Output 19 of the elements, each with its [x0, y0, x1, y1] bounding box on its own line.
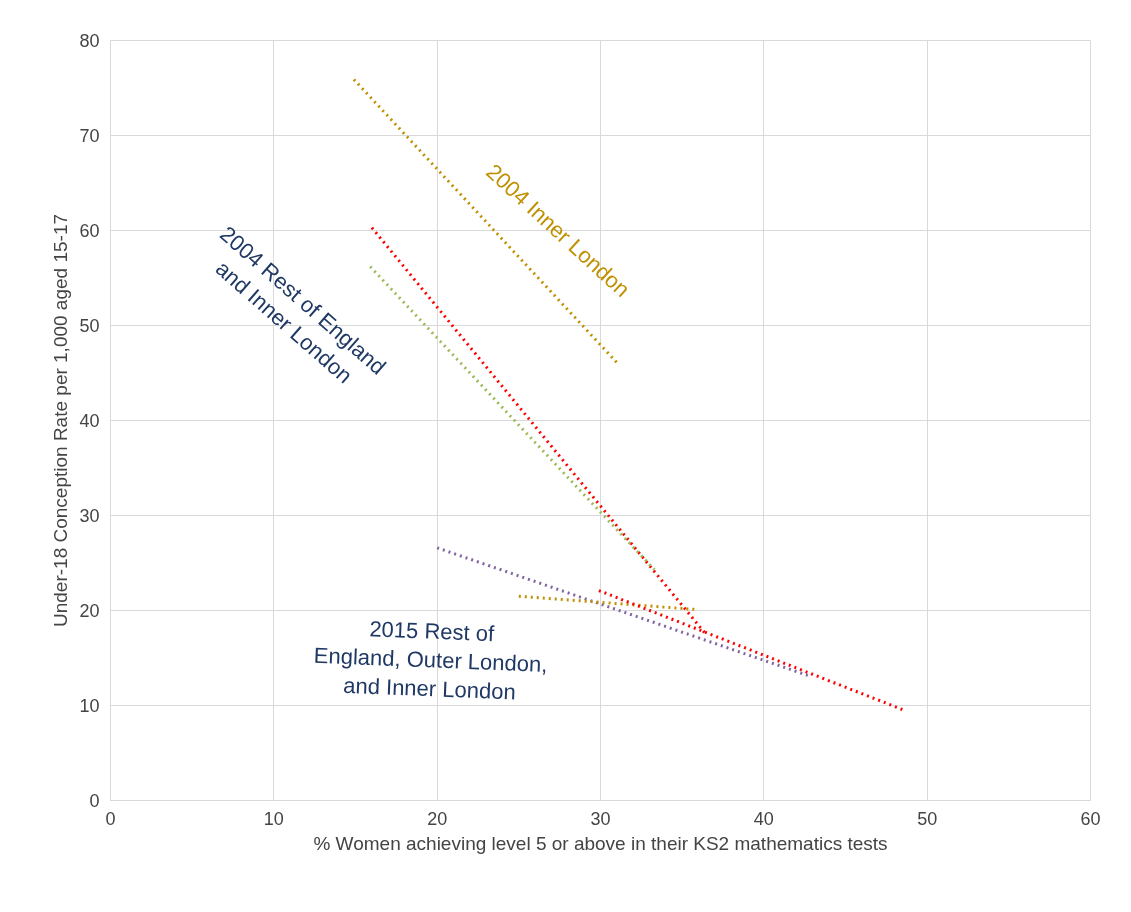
y-tick-label: 70 — [79, 126, 100, 146]
y-axis-title: Under-18 Conception Rate per 1,000 aged 15-17 — [50, 213, 72, 627]
y-tick-label: 50 — [79, 316, 100, 336]
x-tick-label: 10 — [263, 808, 284, 829]
y-tick-label: 80 — [79, 31, 100, 51]
x-tick-label: 50 — [917, 808, 938, 829]
x-axis-title: % Women achieving level 5 or above in their KS2 mathematics tests — [313, 832, 888, 854]
y-tick-label: 60 — [79, 221, 100, 241]
x-tick-label: 20 — [427, 808, 448, 829]
y-tick-label: 0 — [89, 791, 100, 811]
x-tick-label: 30 — [590, 808, 611, 829]
x-tick-label: 0 — [105, 808, 116, 829]
x-tick-label: 60 — [1080, 808, 1101, 829]
annotation: 2015 Rest of England, Outer London, and Inner London — [313, 616, 548, 705]
y-tick-label: 20 — [79, 601, 100, 621]
y-tick-label: 40 — [79, 411, 100, 431]
y-tick-label: 10 — [79, 696, 100, 716]
y-tick-label: 30 — [79, 506, 100, 526]
x-tick-label: 40 — [753, 808, 774, 829]
